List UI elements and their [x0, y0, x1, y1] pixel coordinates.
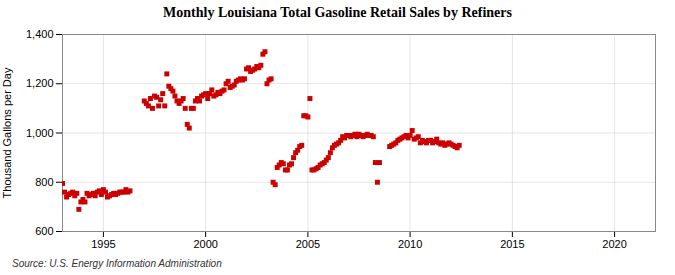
svg-text:2005: 2005: [296, 238, 320, 250]
svg-text:1,200: 1,200: [26, 77, 54, 89]
svg-text:2015: 2015: [500, 238, 524, 250]
svg-text:2000: 2000: [193, 238, 217, 250]
svg-text:1995: 1995: [91, 238, 115, 250]
svg-text:Thousand Gallons per Day: Thousand Gallons per Day: [1, 67, 13, 198]
svg-text:2010: 2010: [398, 238, 422, 250]
svg-text:1,400: 1,400: [26, 28, 54, 40]
svg-text:800: 800: [35, 176, 53, 188]
svg-text:600: 600: [35, 225, 53, 237]
html-text:Source: U.S. Energy Informatio: Source: U.S. Energy Information Administ…: [12, 258, 222, 269]
html-text:Monthly Louisiana Total Gasoli: Monthly Louisiana Total Gasoline Retail …: [163, 5, 512, 20]
svg-text:1,000: 1,000: [26, 127, 54, 139]
svg-text:2020: 2020: [602, 238, 626, 250]
